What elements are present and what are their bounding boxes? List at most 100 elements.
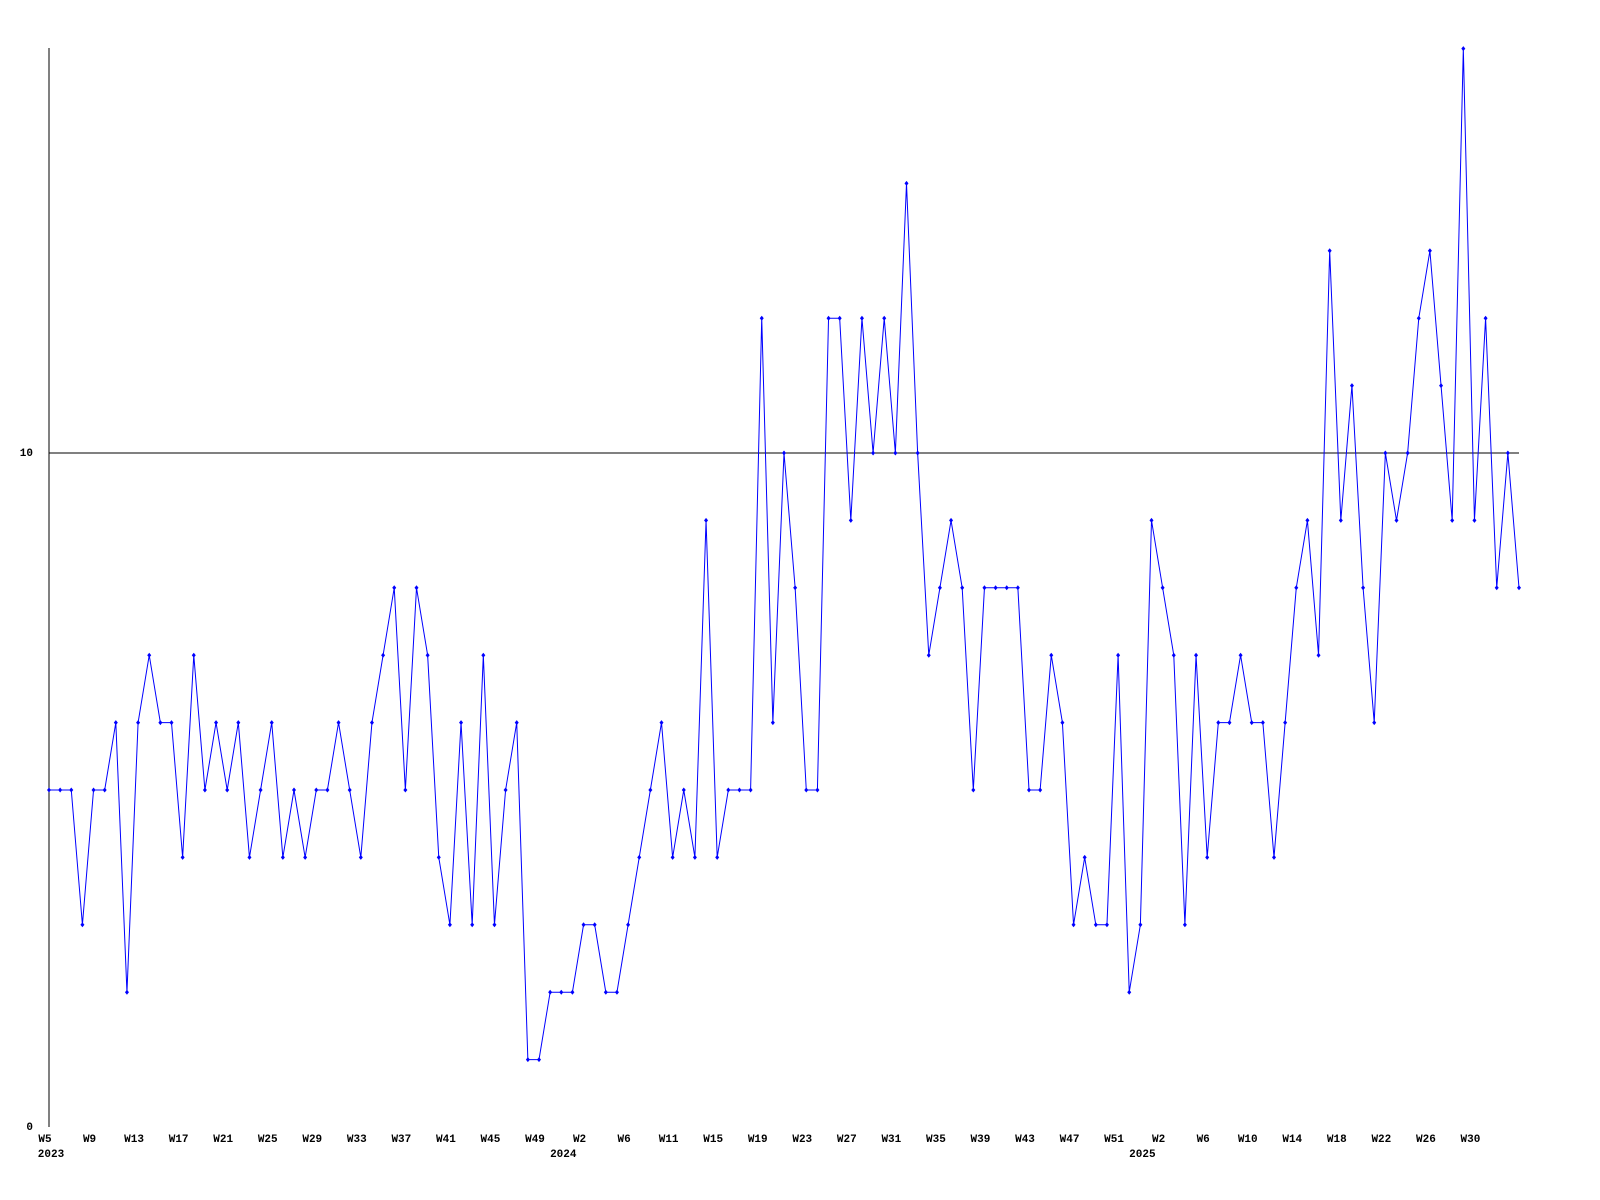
data-point [548, 989, 553, 995]
data-point [1194, 652, 1199, 658]
data-point [1361, 585, 1366, 591]
data-point [1294, 585, 1299, 591]
x-tick-label: W18 [1327, 1134, 1347, 1146]
data-point [470, 922, 475, 928]
data-point [303, 854, 308, 860]
data-point [169, 720, 174, 726]
data-point [815, 787, 820, 793]
data-point [704, 517, 709, 523]
data-point [147, 652, 152, 658]
x-tick-label: W37 [391, 1134, 411, 1146]
data-point [258, 787, 263, 793]
x-tick-label: W22 [1371, 1134, 1391, 1146]
data-point [826, 315, 831, 321]
data-point [325, 787, 330, 793]
data-point [136, 720, 141, 726]
data-point [837, 315, 842, 321]
x-tick-label: W2 [573, 1134, 586, 1146]
data-point [570, 989, 575, 995]
x-tick-label: W11 [659, 1134, 679, 1146]
data-point [514, 720, 519, 726]
data-point [737, 787, 742, 793]
data-point [1416, 315, 1421, 321]
data-point [492, 922, 497, 928]
data-point [369, 720, 374, 726]
data-point [280, 854, 285, 860]
x-tick-label: W49 [525, 1134, 545, 1146]
data-point [726, 787, 731, 793]
data-point [1116, 652, 1121, 658]
data-point [537, 1057, 541, 1063]
data-point [1038, 787, 1043, 793]
data-point [782, 450, 786, 456]
data-point [603, 989, 608, 995]
data-point [1260, 720, 1265, 726]
data-point [214, 720, 219, 726]
x-tick-label: W13 [124, 1134, 144, 1146]
data-point [692, 854, 697, 860]
data-point [1249, 720, 1254, 726]
data-point [1405, 450, 1410, 456]
data-point [292, 787, 296, 793]
data-point [804, 787, 809, 793]
data-point [347, 787, 352, 793]
data-point [91, 787, 96, 793]
data-point [915, 450, 920, 456]
data-point [1160, 585, 1165, 591]
data-point [759, 315, 764, 321]
data-point [113, 720, 118, 726]
data-point [1517, 585, 1521, 591]
data-point [392, 585, 397, 591]
data-point [926, 652, 931, 658]
data-point [1104, 922, 1109, 928]
data-point [403, 787, 408, 793]
data-point [202, 787, 207, 793]
y-tick-label: 0 [26, 1122, 33, 1134]
data-point [381, 652, 386, 658]
x-tick-label: W41 [436, 1134, 456, 1146]
data-point [1349, 383, 1354, 389]
data-point [1227, 720, 1232, 726]
data-point [993, 585, 998, 591]
x-tick-label: W9 [83, 1134, 96, 1146]
data-point [58, 787, 63, 793]
x-tick-label: W29 [302, 1134, 322, 1146]
data-point [614, 989, 619, 995]
data-point [1338, 517, 1343, 523]
data-point [1439, 383, 1444, 389]
year-label: 2023 [38, 1149, 65, 1161]
data-point [1205, 854, 1210, 860]
data-point [124, 989, 129, 995]
data-point [158, 720, 163, 726]
data-point [770, 720, 775, 726]
x-tick-label: W21 [213, 1134, 233, 1146]
data-point [871, 450, 876, 456]
data-point [793, 585, 798, 591]
x-tick-label: W39 [971, 1134, 991, 1146]
data-point [1372, 720, 1377, 726]
data-point [1383, 450, 1388, 456]
data-point [414, 585, 419, 591]
data-line [49, 48, 1520, 1061]
x-tick-label: W35 [926, 1134, 946, 1146]
data-point [626, 922, 631, 928]
x-tick-label: W47 [1060, 1134, 1080, 1146]
x-tick-label: W45 [481, 1134, 501, 1146]
data-point [960, 585, 965, 591]
data-point [670, 854, 675, 860]
data-point [982, 585, 987, 591]
x-tick-label: W25 [258, 1134, 278, 1146]
data-point [715, 854, 720, 860]
data-point [1427, 248, 1432, 254]
data-point [648, 787, 653, 793]
data-point [949, 517, 954, 523]
data-point [1182, 922, 1187, 928]
x-tick-label: W17 [169, 1134, 189, 1146]
data-point [882, 315, 887, 321]
data-point [1472, 517, 1477, 523]
data-point [247, 854, 252, 860]
data-point [1004, 585, 1009, 591]
data-point [1272, 854, 1276, 860]
